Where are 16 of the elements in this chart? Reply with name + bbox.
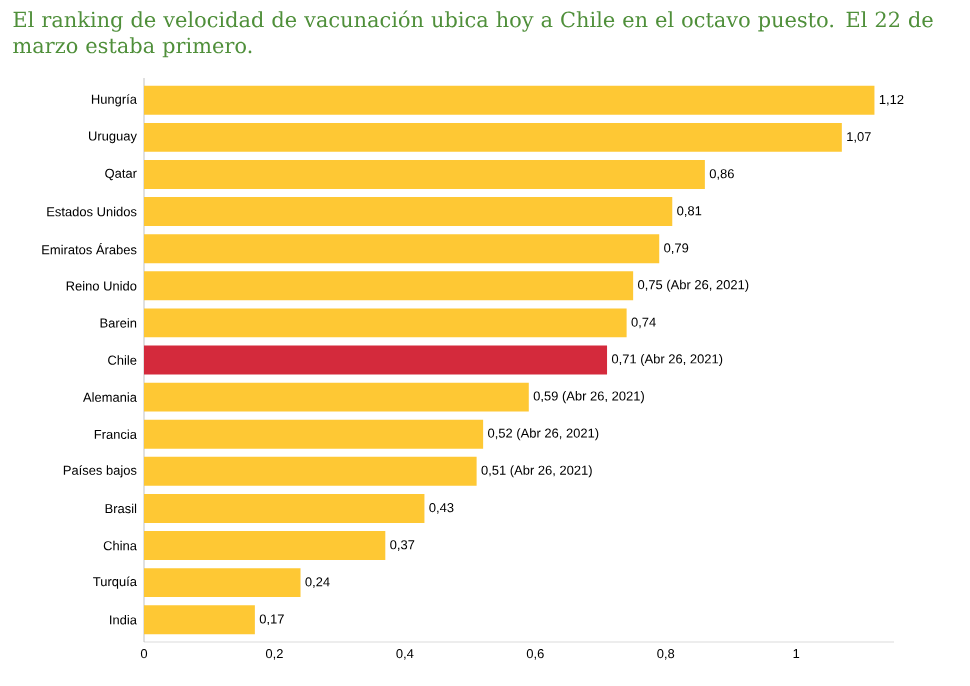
bar [144, 308, 627, 338]
bar [144, 271, 634, 301]
bar [144, 605, 255, 635]
bar [144, 197, 673, 227]
bar [144, 382, 529, 412]
bar [144, 419, 484, 449]
bar [144, 568, 301, 598]
bar [144, 85, 875, 115]
bar [144, 160, 705, 189]
bar [144, 531, 386, 560]
bar [144, 345, 608, 375]
bar [144, 122, 842, 152]
chart-title: El ranking de velocidad de vacunación ubica hoy a Chile en el octavo puesto. El 22 de marzo estaba primero. [13, 10, 933, 58]
bar [144, 234, 660, 264]
bar [144, 493, 425, 523]
bar [144, 456, 477, 486]
